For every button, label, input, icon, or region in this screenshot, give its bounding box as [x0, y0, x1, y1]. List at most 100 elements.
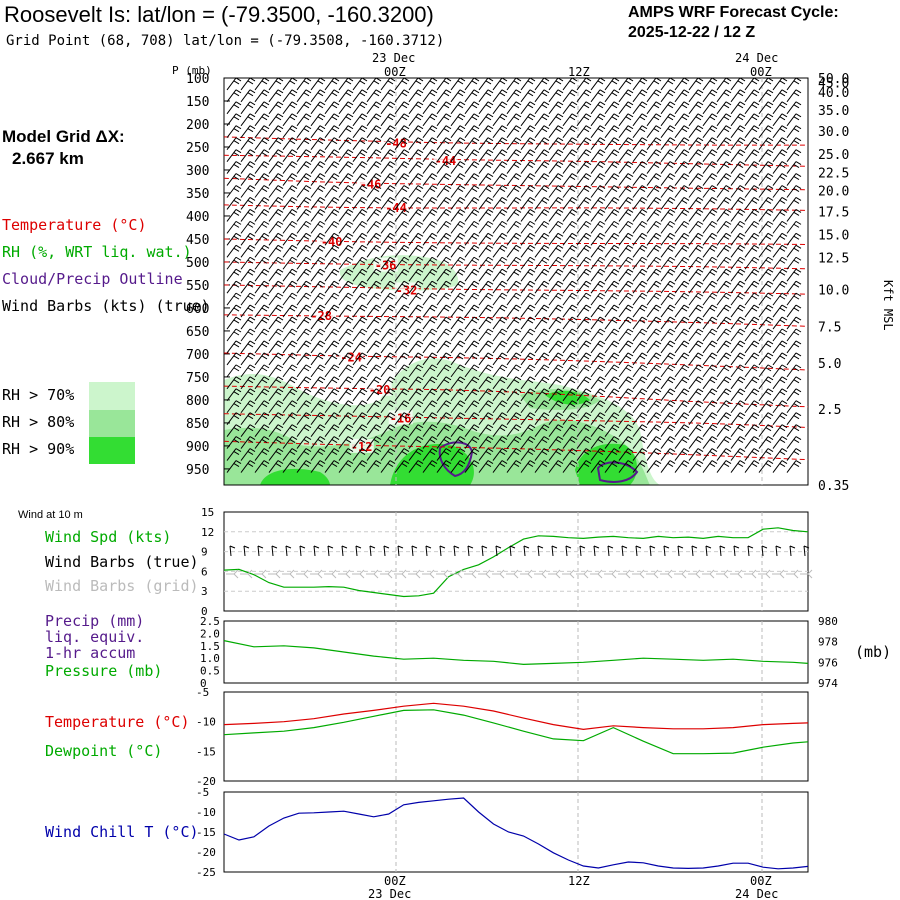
- wind-barb: [660, 376, 676, 390]
- wind-barb: [520, 256, 536, 270]
- wind-barb: [450, 244, 466, 258]
- wind-barb: [660, 185, 676, 198]
- wind-barb: [548, 460, 564, 473]
- wind-barb: [548, 161, 564, 174]
- wind-barb: [464, 304, 480, 318]
- wind-barb: [352, 77, 368, 91]
- wind-barb: [436, 173, 452, 186]
- wind-barb: [604, 424, 620, 437]
- wind-barb: [520, 161, 536, 174]
- barb-grid: [800, 569, 813, 579]
- wind-barb: [576, 388, 592, 402]
- dewpoint-line: [223, 709, 809, 755]
- temp-label-bg-5: [373, 257, 398, 272]
- wind-barb: [324, 149, 340, 162]
- wind-barb: [394, 328, 410, 342]
- wind-barb: [226, 460, 242, 473]
- wind-barb: [506, 376, 522, 390]
- wind-barb: [282, 256, 298, 270]
- wind-barb: [618, 328, 634, 342]
- wind-barb: [240, 232, 256, 246]
- wind-barb: [240, 364, 256, 378]
- wind-barb: [492, 388, 508, 402]
- wind-barb: [296, 436, 312, 449]
- wind-barb: [604, 173, 620, 186]
- wind-barb: [548, 376, 564, 390]
- barb-true: [313, 545, 320, 557]
- barb-grid: [646, 569, 659, 579]
- wind-barb: [730, 101, 746, 115]
- wind-barb: [604, 268, 620, 282]
- p-tick-650: 650: [186, 325, 209, 340]
- wind-barb: [786, 292, 802, 306]
- wind-barb: [758, 316, 774, 330]
- wind-barb: [338, 101, 354, 115]
- wind-barb: [338, 185, 354, 198]
- wind-barb: [688, 460, 704, 473]
- temp-contour-4: [223, 238, 809, 245]
- wind-barb: [506, 412, 522, 425]
- wind-barb: [436, 328, 452, 342]
- wind-barb: [576, 268, 592, 282]
- wind-barb: [240, 220, 256, 234]
- wind-barb: [702, 412, 718, 425]
- wind-barb: [310, 400, 326, 414]
- wind-barb: [660, 208, 676, 222]
- wind-barb: [478, 77, 494, 91]
- wind-barb: [534, 376, 550, 390]
- wind-barb: [296, 412, 312, 425]
- wind-barb: [296, 280, 312, 294]
- wind-barb: [408, 244, 424, 258]
- wind-barb: [688, 388, 704, 402]
- wind-barb: [324, 244, 340, 258]
- wind-barb: [646, 280, 662, 294]
- wind-barb: [618, 244, 634, 258]
- wind-barb: [548, 208, 564, 222]
- wind-barb: [492, 340, 508, 354]
- wind-barb: [422, 268, 438, 282]
- wind-barb: [702, 376, 718, 390]
- wind-barb: [520, 89, 536, 103]
- wind-barb: [338, 388, 354, 402]
- barb-true: [579, 545, 586, 557]
- wind-barb: [534, 256, 550, 270]
- wind-barb: [254, 460, 270, 473]
- wind-barb: [324, 352, 340, 366]
- wind-barb: [534, 161, 550, 174]
- wind-barb: [478, 256, 494, 270]
- wind-barb: [660, 89, 676, 103]
- wind-barb: [296, 328, 312, 342]
- wind-barb: [268, 292, 284, 306]
- wind-barb: [226, 448, 242, 461]
- barb-true: [677, 545, 684, 557]
- barb-grid: [604, 569, 617, 579]
- wind-barb: [338, 137, 354, 150]
- wind-barb: [408, 424, 424, 437]
- wind-barb: [702, 448, 718, 461]
- wind-barb: [772, 268, 788, 282]
- wind-barb: [520, 101, 536, 115]
- temp-contour-11: [223, 440, 809, 461]
- wind-barb: [436, 208, 452, 222]
- wind-barb: [324, 304, 340, 318]
- wind-barb: [366, 185, 382, 198]
- wind-barb: [730, 436, 746, 449]
- barb-true: [593, 545, 600, 557]
- wind-barb: [268, 352, 284, 366]
- wind-barb: [226, 137, 242, 150]
- wind-barb: [408, 208, 424, 222]
- wind-barb: [506, 161, 522, 174]
- barb-grid: [674, 569, 687, 579]
- wind-barb: [450, 268, 466, 282]
- wind-barb: [324, 376, 340, 390]
- wind-barb: [408, 436, 424, 449]
- wind-barb: [226, 208, 242, 222]
- wind-barb: [324, 161, 340, 174]
- wind-barb: [590, 304, 606, 318]
- wind-barb: [520, 304, 536, 318]
- wind-barb: [716, 220, 732, 234]
- wind-barb: [786, 400, 802, 414]
- wind-barb: [226, 173, 242, 186]
- wind-barb: [548, 340, 564, 354]
- wind-barb: [422, 424, 438, 437]
